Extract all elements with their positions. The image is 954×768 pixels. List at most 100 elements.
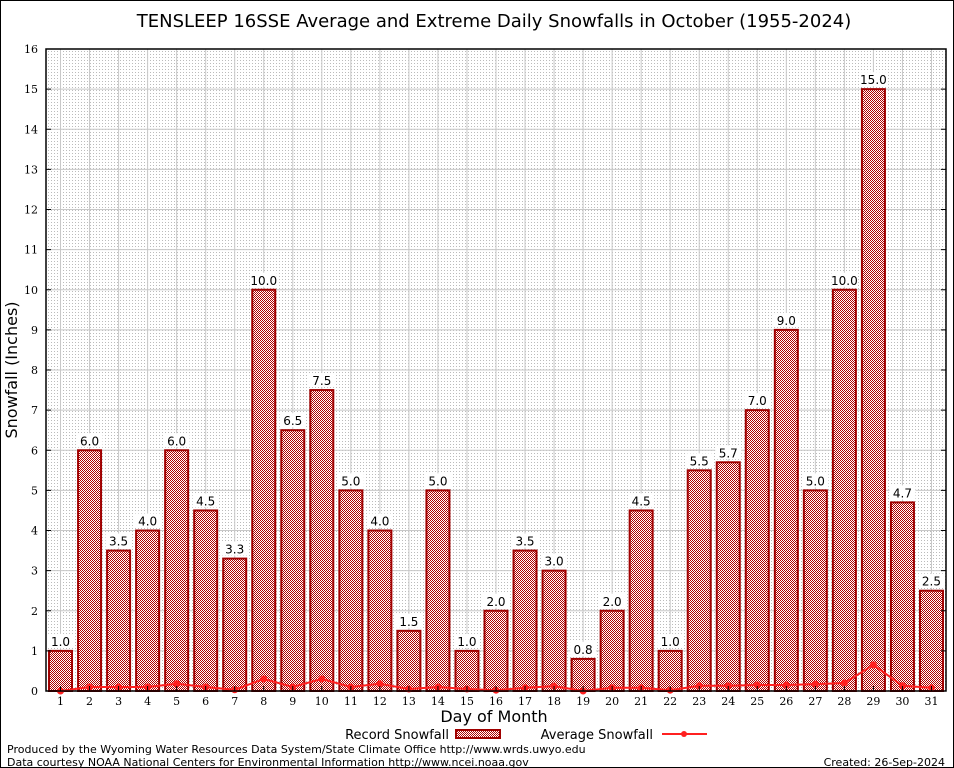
x-tick-label: 19 (576, 695, 590, 708)
bar-value-label: 3.3 (225, 543, 244, 557)
footer-data-courtesy: Data courtesy NOAA National Centers for … (7, 756, 529, 768)
bar-label-bg (337, 473, 364, 488)
bar-value-label: 10.0 (831, 274, 858, 288)
average-point (173, 680, 181, 688)
bar-label-bg (163, 433, 190, 448)
record-bar (860, 88, 886, 692)
record-bar (686, 469, 712, 692)
legend-average-label: Average Snowfall (541, 728, 653, 743)
legend: Record Snowfall Average Snowfall (345, 728, 707, 743)
average-point (898, 682, 906, 690)
footer-created-date: Created: 26-Sep-2024 (824, 756, 945, 768)
y-tick-label: 5 (31, 484, 38, 497)
bar-label-bg (424, 473, 451, 488)
record-bar (309, 389, 335, 692)
x-tick-label: 28 (837, 695, 851, 708)
average-point (753, 681, 761, 689)
bar-label-bg (453, 633, 480, 648)
x-tick-label: 27 (808, 695, 822, 708)
bar-label-bg (715, 445, 742, 460)
bar-label-bg (918, 573, 945, 588)
record-bar (222, 557, 248, 693)
y-tick-label: 8 (31, 364, 38, 377)
y-tick-label: 11 (24, 244, 38, 257)
bar-label-bg (889, 485, 916, 500)
record-bar (48, 649, 74, 692)
record-bar (280, 429, 306, 692)
bar-value-label: 4.0 (138, 515, 157, 529)
bar-value-label: 3.5 (515, 535, 534, 549)
x-tick-label: 9 (289, 695, 296, 708)
bar-value-label: 7.5 (312, 374, 331, 388)
average-point (724, 682, 732, 690)
y-tick-label: 14 (24, 123, 38, 136)
bar-label-bg (366, 513, 393, 528)
x-tick-label: 21 (634, 695, 648, 708)
y-tick-label: 1 (31, 645, 38, 658)
x-tick-label: 8 (260, 695, 267, 708)
record-bar (483, 609, 509, 692)
y-tick-label: 12 (24, 204, 38, 217)
bar-value-label: 5.0 (341, 474, 360, 488)
y-tick-label: 15 (24, 83, 38, 96)
bar-value-label: 4.0 (370, 515, 389, 529)
record-bar (193, 509, 219, 692)
y-tick-label: 3 (31, 565, 38, 578)
plot-border (45, 48, 947, 692)
x-tick-label: 3 (115, 695, 122, 708)
record-bar (396, 629, 422, 692)
bar-value-label: 0.8 (574, 643, 593, 657)
bar-value-label: 10.0 (250, 274, 277, 288)
bar-value-label: 9.0 (777, 314, 796, 328)
record-bar (425, 489, 451, 692)
average-point (318, 675, 326, 683)
bar-label-bg (47, 633, 74, 648)
bar-label-bg (773, 312, 800, 327)
x-tick-label: 4 (144, 695, 151, 708)
footer-produced-by: Produced by the Wyoming Water Resources … (7, 743, 586, 756)
x-tick-label: 15 (460, 695, 474, 708)
bar-value-label: 4.7 (893, 486, 912, 500)
bar-label-bg (395, 613, 422, 628)
bar-label-bg (279, 413, 306, 428)
record-bar (251, 288, 277, 692)
bar-value-label: 7.0 (748, 394, 767, 408)
bar-value-label: 5.5 (690, 454, 709, 468)
x-tick-label: 18 (547, 695, 561, 708)
record-bar (512, 549, 538, 692)
bar-value-label: 1.0 (51, 635, 70, 649)
bar-value-label: 3.5 (109, 535, 128, 549)
x-tick-label: 14 (431, 695, 445, 708)
x-tick-label: 30 (895, 695, 909, 708)
x-tick-label: 29 (866, 695, 880, 708)
bar-label-bg (76, 433, 103, 448)
bar-value-label: 5.0 (428, 474, 447, 488)
bar-label-bg (599, 593, 626, 608)
bar-label-bg (541, 553, 568, 568)
bar-label-bg (744, 393, 771, 408)
x-tick-label: 31 (924, 695, 938, 708)
bar-value-label: 4.5 (196, 494, 215, 508)
record-bar (164, 449, 190, 692)
bar-value-label: 2.0 (603, 595, 622, 609)
record-bar (77, 449, 103, 692)
record-bar (773, 328, 799, 692)
record-bar (715, 461, 741, 692)
bar-label-bg (250, 272, 277, 287)
y-tick-label: 7 (31, 404, 38, 417)
record-bar (918, 589, 944, 692)
bar-label-bg (657, 633, 684, 648)
record-bar (628, 509, 654, 692)
record-bar (541, 569, 567, 692)
bar-value-label: 3.0 (545, 555, 564, 569)
x-tick-label: 1 (57, 695, 64, 708)
average-point (260, 675, 268, 683)
bar-value-label: 2.0 (486, 595, 505, 609)
average-point (811, 680, 819, 688)
y-tick-label: 4 (31, 525, 38, 538)
bar-label-bg (308, 373, 335, 388)
x-tick-label: 17 (518, 695, 532, 708)
y-axis-label: Snowfall (Inches) (2, 301, 21, 438)
record-bar (454, 649, 480, 692)
